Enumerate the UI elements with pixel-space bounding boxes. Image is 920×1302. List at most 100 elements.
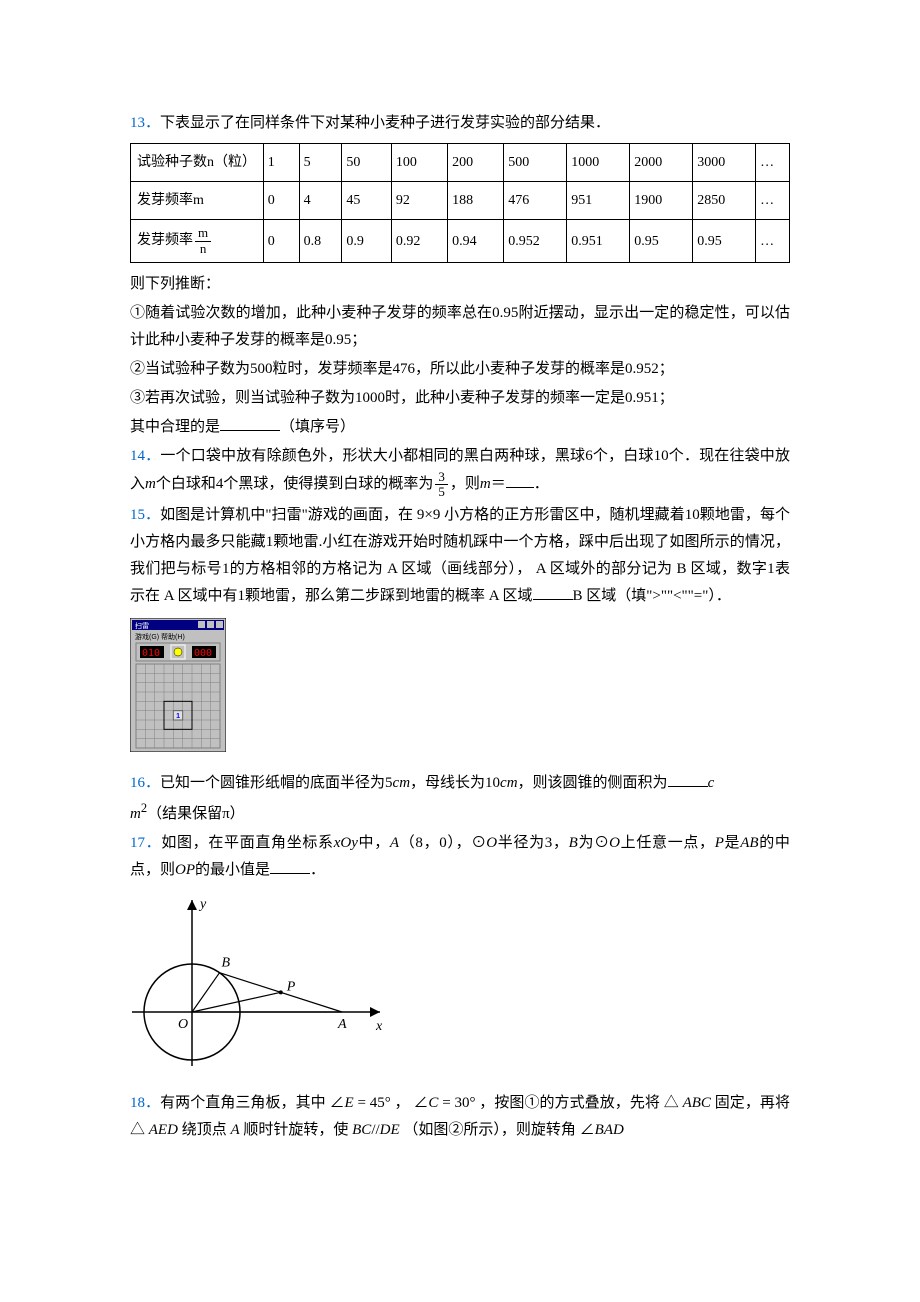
table-cell: 50: [342, 144, 391, 182]
q17-P: P: [715, 835, 724, 851]
svg-text:游戏(G) 帮助(H): 游戏(G) 帮助(H): [135, 632, 185, 641]
q17-text-d: 为⊙: [578, 835, 609, 851]
q14-text-d: ＝: [491, 476, 506, 492]
q13-opt3: ③若再次试验，则当试验种子数为1000时，此种小麦种子发芽的频率一定是0.951…: [130, 385, 790, 412]
q18-ABC: ABC: [683, 1095, 711, 1111]
q13-tail-b: （填序号）: [280, 419, 355, 435]
q17-text-b: 中，: [358, 835, 390, 851]
table-cell: 3000: [693, 144, 756, 182]
q17-AB: AB: [740, 835, 758, 851]
q17-text-e: 上任意一点，: [620, 835, 715, 851]
table-cell: 951: [567, 182, 630, 220]
svg-text:1: 1: [176, 713, 180, 720]
table-cell: 1900: [630, 182, 693, 220]
q18-E: E: [345, 1095, 354, 1111]
table-cell: 188: [448, 182, 504, 220]
table-cell: 92: [391, 182, 447, 220]
q14-frac-den: 5: [435, 485, 448, 499]
q14-frac: 35: [435, 470, 448, 500]
q18-C: C: [428, 1095, 438, 1111]
q16-text-b: ，母线长为10: [410, 775, 500, 791]
q14-m1: m: [145, 476, 156, 492]
q17-O1: O: [486, 835, 497, 851]
q14-m2: m: [480, 476, 491, 492]
table-cell: 0: [263, 182, 299, 220]
q14-tail: ．: [534, 476, 549, 492]
table-cell: 2000: [630, 144, 693, 182]
svg-text:B: B: [222, 955, 231, 970]
q18-BAD: BAD: [595, 1122, 624, 1138]
table-cell: 0.95: [630, 220, 693, 263]
table-cell: 0.95: [693, 220, 756, 263]
q18-text-a: 有两个直角三角板，其中 ∠: [160, 1095, 344, 1111]
q18-AED: AED: [149, 1122, 178, 1138]
q14-blank: [506, 473, 534, 488]
table-cell: 1000: [567, 144, 630, 182]
table-cell: 0.952: [504, 220, 567, 263]
q18-A2: A: [230, 1122, 239, 1138]
q14-text-b: 个白球和4个黑球，使得摸到白球的概率为: [156, 476, 434, 492]
table-cell: 4: [299, 182, 342, 220]
q16-blank: [668, 772, 708, 787]
q18-text-c: 绕顶点: [178, 1122, 231, 1138]
svg-text:A: A: [337, 1017, 347, 1032]
table-cell: …: [756, 220, 790, 263]
q16-unit-a: c: [708, 775, 715, 791]
q13-tail-a: 其中合理的是: [130, 419, 220, 435]
table-cell: 0.92: [391, 220, 447, 263]
q18-text-d: 顺时针旋转，使: [240, 1122, 353, 1138]
q17-text-h: 的最小值是: [195, 862, 270, 878]
q17-A: A: [390, 835, 399, 851]
q15-mid: B 区域（填">""<""="）．: [573, 588, 731, 604]
table-cell: 0.94: [448, 220, 504, 263]
q18-BC: BC: [352, 1122, 371, 1138]
q13-opt2: ②当试验种子数为500粒时，发芽频率是476，所以此小麦种子发芽的概率是0.95…: [130, 356, 790, 383]
q15: 15．如图是计算机中"扫雷"游戏的画面，在 9×9 小方格的正方形雷区中，随机埋…: [130, 502, 790, 610]
q14-text-c: ，则: [450, 476, 480, 492]
table-cell: 476: [504, 182, 567, 220]
q16-text-c: ，则该圆锥的侧面积为: [518, 775, 668, 791]
table-cell: 0.8: [299, 220, 342, 263]
q17: 17．如图，在平面直角坐标系xOy中，A（8，0），⊙O半径为3，B为⊙O上任意…: [130, 830, 790, 884]
svg-text:P: P: [286, 979, 296, 994]
svg-text:O: O: [178, 1017, 188, 1032]
q17-coord: （8，0），⊙: [399, 835, 486, 851]
q13-blank: [220, 416, 280, 431]
q17-text-c: 半径为3，: [497, 835, 569, 851]
q13-tail: 其中合理的是 （填序号）: [130, 414, 790, 441]
table-cell: …: [756, 182, 790, 220]
svg-text:扫雷: 扫雷: [135, 621, 149, 630]
q17-xoy: xOy: [334, 835, 358, 851]
q13-number: 13．: [130, 115, 160, 131]
table-cell: 0: [263, 220, 299, 263]
q18-eq2: = 30° ，按图①的方式叠放，先将 △: [438, 1095, 682, 1111]
q17-B: B: [569, 835, 578, 851]
q16-tail: （结果保留π）: [147, 806, 245, 822]
table-cell: 0.951: [567, 220, 630, 263]
q16-unit-b: m: [130, 806, 141, 822]
table-cell: 200: [448, 144, 504, 182]
q13-line1: 则下列推断：: [130, 271, 790, 298]
q13-intro: 13．下表显示了在同样条件下对某种小麦种子进行发芽实验的部分结果．: [130, 110, 790, 137]
q17-blank: [270, 859, 310, 874]
q16-cm1: cm: [393, 775, 411, 791]
table-cell: 45: [342, 182, 391, 220]
q14-number: 14．: [130, 448, 160, 464]
q16-cm2: cm: [500, 775, 518, 791]
q16-text-a: 已知一个圆锥形纸帽的底面半径为5: [160, 775, 393, 791]
minesweeper-icon: 扫雷游戏(G) 帮助(H)0100001: [130, 618, 226, 752]
table-row-head: 试验种子数n（粒）: [131, 144, 264, 182]
table-cell: 2850: [693, 182, 756, 220]
q15-number: 15．: [130, 507, 160, 523]
table-cell: …: [756, 144, 790, 182]
q18-DE: DE: [380, 1122, 400, 1138]
q13-intro-text: 下表显示了在同样条件下对某种小麦种子进行发芽实验的部分结果．: [160, 115, 610, 131]
q17-number: 17．: [130, 835, 161, 851]
q18-par: //: [371, 1122, 379, 1138]
q18-eq1: = 45° ， ∠: [354, 1095, 429, 1111]
q18: 18．有两个直角三角板，其中 ∠E = 45° ， ∠C = 30° ，按图①的…: [130, 1090, 790, 1144]
q17-O2: O: [609, 835, 620, 851]
q15-image: 扫雷游戏(G) 帮助(H)0100001: [130, 618, 790, 762]
table-cell: 5: [299, 144, 342, 182]
table-cell: 500: [504, 144, 567, 182]
